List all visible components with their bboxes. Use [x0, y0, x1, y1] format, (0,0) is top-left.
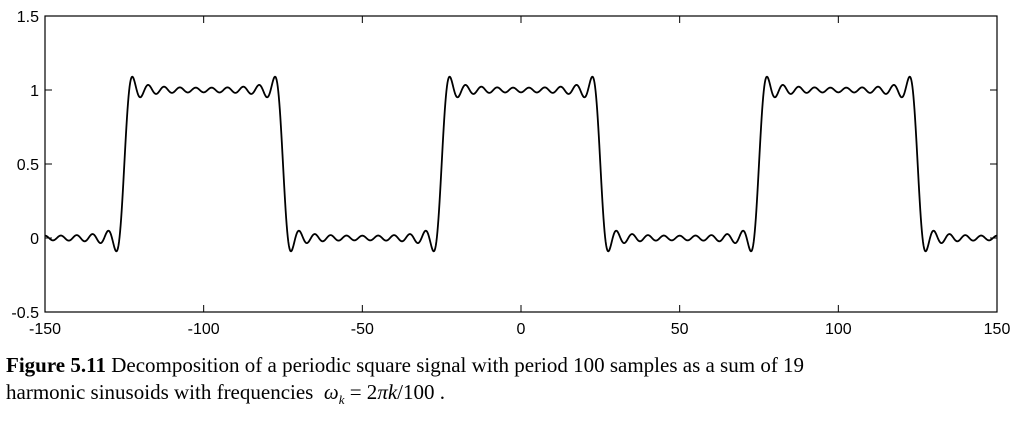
- y-tick-label: 1: [30, 83, 39, 100]
- caption-formula-tail: /100 .: [397, 380, 446, 404]
- x-tick-label: 50: [671, 321, 689, 338]
- axis-ticks: [44, 15, 998, 313]
- caption-text-1: Decomposition of a periodic square signa…: [111, 353, 805, 377]
- chart: -150 -100 -50 0 50 100 150 -0.5 0 0.5 1 1.5: [11, 9, 1010, 338]
- y-tick-label: 0.5: [17, 157, 39, 174]
- caption-k: k: [387, 380, 398, 404]
- caption-label: Figure 5.11: [6, 353, 106, 377]
- caption-omega: ω: [323, 380, 339, 404]
- plot-frame: [44, 15, 998, 313]
- caption-formula-equals: = 2: [349, 380, 378, 404]
- y-tick-label: -0.5: [11, 305, 39, 322]
- caption-omega-subscript: k: [338, 392, 345, 408]
- x-tick-label: -100: [188, 321, 220, 338]
- caption-line-1: Figure 5.11 Decomposition of a periodic …: [6, 352, 1012, 379]
- y-tick-label: 0: [30, 231, 39, 248]
- x-tick-label: 100: [825, 321, 852, 338]
- x-tick-label: -150: [29, 321, 61, 338]
- caption-text-2: harmonic sinusoids with frequencies: [6, 380, 314, 404]
- caption-line-2: harmonic sinusoids with frequencies ωk =…: [6, 379, 1012, 413]
- x-tick-label: 0: [517, 321, 526, 338]
- series-line-square-signal: [44, 75, 998, 253]
- y-tick-label: 1.5: [17, 9, 39, 26]
- x-tick-label: -50: [351, 321, 374, 338]
- axis-tick-labels: -150 -100 -50 0 50 100 150 -0.5 0 0.5 1 1.5: [11, 9, 1010, 338]
- caption-pi: π: [377, 380, 388, 404]
- x-tick-label: 150: [984, 321, 1011, 338]
- figure-caption: Figure 5.11 Decomposition of a periodic …: [6, 352, 1012, 413]
